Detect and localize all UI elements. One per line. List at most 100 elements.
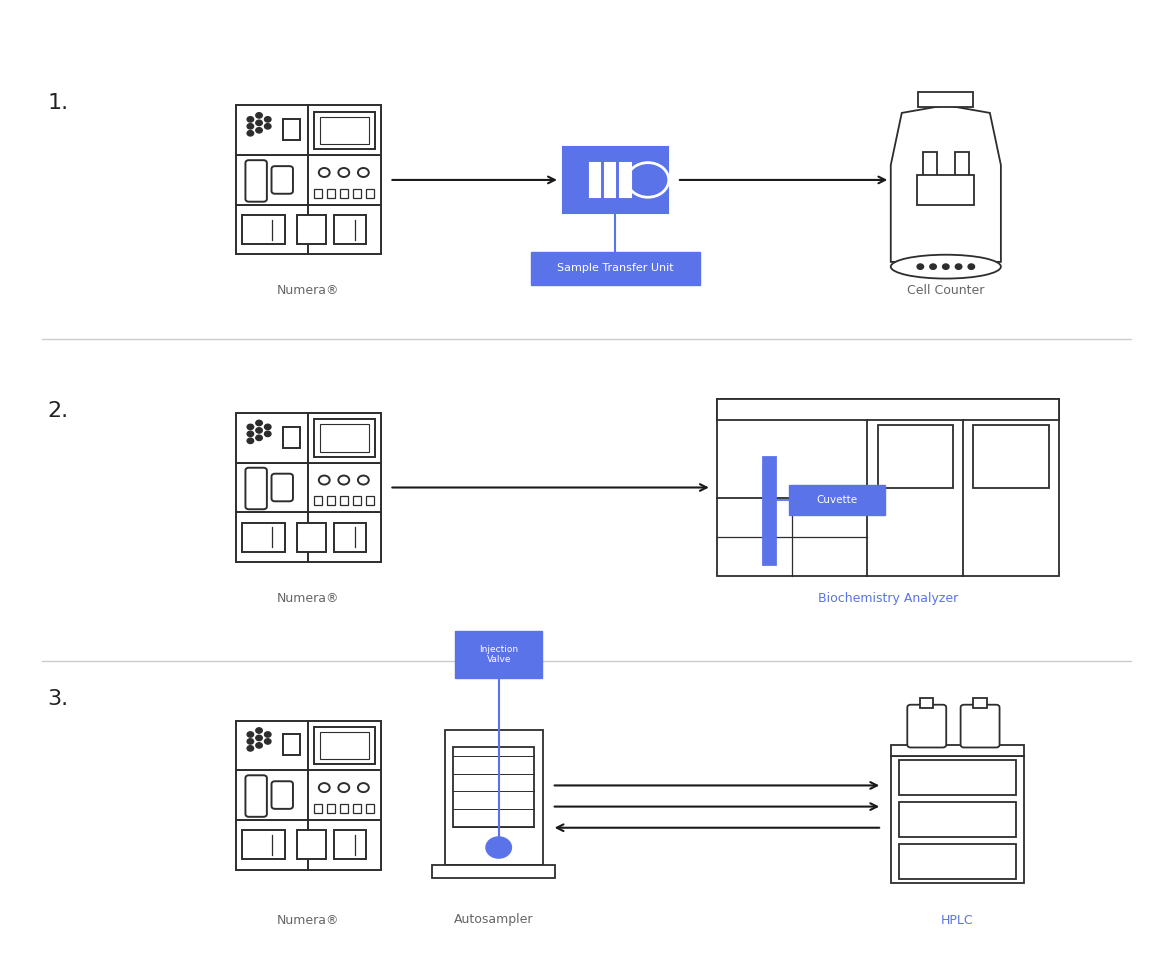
FancyBboxPatch shape: [242, 523, 285, 552]
FancyBboxPatch shape: [320, 117, 369, 144]
FancyBboxPatch shape: [236, 105, 308, 155]
FancyBboxPatch shape: [327, 189, 335, 198]
Text: 3.: 3.: [48, 689, 69, 709]
Circle shape: [248, 732, 253, 737]
FancyBboxPatch shape: [590, 163, 601, 197]
Circle shape: [256, 428, 263, 433]
Circle shape: [264, 424, 271, 430]
FancyBboxPatch shape: [314, 804, 323, 813]
Circle shape: [943, 264, 949, 269]
Text: Numera®: Numera®: [277, 914, 339, 926]
Circle shape: [248, 431, 253, 437]
FancyBboxPatch shape: [899, 760, 1016, 795]
Text: Numera®: Numera®: [277, 592, 339, 604]
FancyBboxPatch shape: [605, 163, 616, 197]
FancyBboxPatch shape: [340, 496, 348, 505]
Text: Numera®: Numera®: [277, 284, 339, 297]
FancyBboxPatch shape: [283, 734, 300, 756]
Text: Cuvette: Cuvette: [816, 495, 857, 505]
Circle shape: [248, 739, 253, 744]
PathPatch shape: [890, 105, 1001, 262]
FancyBboxPatch shape: [764, 457, 774, 564]
FancyBboxPatch shape: [334, 831, 366, 859]
Text: Sample Transfer Unit: Sample Transfer Unit: [557, 263, 673, 273]
FancyBboxPatch shape: [320, 732, 369, 760]
FancyBboxPatch shape: [353, 804, 361, 813]
FancyBboxPatch shape: [242, 215, 285, 244]
Ellipse shape: [890, 254, 1001, 279]
FancyBboxPatch shape: [961, 705, 999, 748]
FancyBboxPatch shape: [621, 163, 631, 197]
FancyBboxPatch shape: [236, 512, 308, 562]
Circle shape: [256, 128, 263, 133]
FancyBboxPatch shape: [271, 474, 293, 501]
FancyBboxPatch shape: [563, 147, 667, 213]
Circle shape: [256, 727, 263, 733]
Circle shape: [930, 264, 936, 269]
FancyBboxPatch shape: [531, 252, 699, 285]
FancyBboxPatch shape: [890, 745, 1024, 757]
FancyBboxPatch shape: [271, 781, 293, 809]
Circle shape: [486, 837, 511, 858]
FancyBboxPatch shape: [308, 721, 381, 770]
FancyBboxPatch shape: [445, 730, 543, 865]
Circle shape: [917, 264, 923, 269]
Circle shape: [264, 739, 271, 744]
Circle shape: [955, 264, 962, 269]
FancyBboxPatch shape: [314, 112, 375, 149]
FancyBboxPatch shape: [314, 189, 323, 198]
FancyBboxPatch shape: [236, 463, 308, 512]
Circle shape: [248, 131, 253, 136]
FancyBboxPatch shape: [717, 399, 1059, 576]
FancyBboxPatch shape: [236, 205, 308, 254]
FancyBboxPatch shape: [245, 160, 267, 202]
Text: HPLC: HPLC: [941, 914, 974, 926]
FancyBboxPatch shape: [353, 496, 361, 505]
FancyBboxPatch shape: [340, 804, 348, 813]
Circle shape: [256, 120, 263, 126]
FancyBboxPatch shape: [297, 523, 326, 552]
FancyBboxPatch shape: [955, 152, 969, 199]
Circle shape: [256, 420, 263, 426]
FancyBboxPatch shape: [236, 413, 308, 463]
FancyBboxPatch shape: [283, 427, 300, 448]
FancyBboxPatch shape: [877, 425, 952, 488]
FancyBboxPatch shape: [297, 831, 326, 859]
FancyBboxPatch shape: [334, 215, 366, 244]
Text: Injection
Valve: Injection Valve: [479, 644, 518, 664]
FancyBboxPatch shape: [308, 770, 381, 820]
FancyBboxPatch shape: [788, 485, 884, 516]
Circle shape: [248, 746, 253, 751]
FancyBboxPatch shape: [308, 820, 381, 870]
FancyBboxPatch shape: [432, 865, 555, 878]
Circle shape: [264, 124, 271, 129]
Circle shape: [264, 732, 271, 737]
FancyBboxPatch shape: [366, 189, 374, 198]
FancyBboxPatch shape: [923, 152, 936, 199]
FancyBboxPatch shape: [454, 747, 534, 828]
FancyBboxPatch shape: [314, 496, 323, 505]
FancyBboxPatch shape: [366, 804, 374, 813]
Circle shape: [264, 431, 271, 437]
Text: 1.: 1.: [48, 93, 69, 113]
FancyBboxPatch shape: [320, 424, 369, 451]
FancyBboxPatch shape: [245, 468, 267, 509]
Circle shape: [256, 743, 263, 748]
FancyBboxPatch shape: [353, 189, 361, 198]
FancyBboxPatch shape: [236, 721, 308, 770]
FancyBboxPatch shape: [271, 166, 293, 194]
FancyBboxPatch shape: [974, 697, 986, 708]
Circle shape: [968, 264, 975, 269]
FancyBboxPatch shape: [297, 215, 326, 244]
FancyBboxPatch shape: [308, 205, 381, 254]
Circle shape: [264, 117, 271, 122]
FancyBboxPatch shape: [327, 496, 335, 505]
Circle shape: [248, 124, 253, 129]
FancyBboxPatch shape: [899, 843, 1016, 879]
FancyBboxPatch shape: [283, 119, 300, 140]
FancyBboxPatch shape: [327, 804, 335, 813]
FancyBboxPatch shape: [899, 801, 1016, 838]
FancyBboxPatch shape: [340, 189, 348, 198]
Text: 2.: 2.: [48, 401, 69, 420]
FancyBboxPatch shape: [245, 775, 267, 817]
